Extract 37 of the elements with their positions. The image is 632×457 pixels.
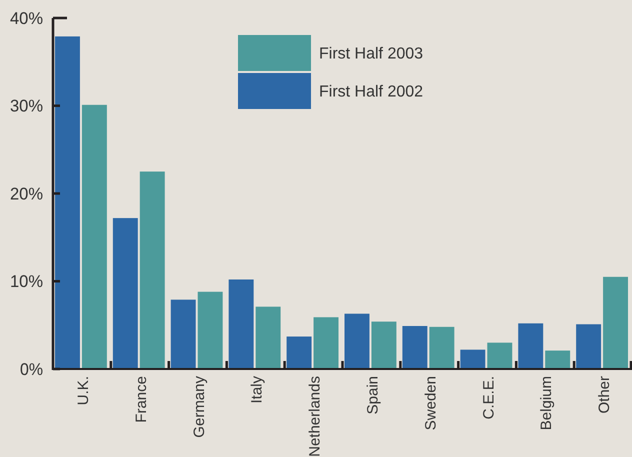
y-tick-label: 0%: [20, 360, 45, 379]
x-tick-label: Other: [596, 376, 614, 414]
x-tick-label: France: [132, 376, 150, 423]
bar: [256, 306, 281, 369]
bar: [228, 279, 254, 369]
bar: [82, 104, 107, 369]
bar: [140, 172, 165, 369]
bar: [576, 324, 602, 369]
bar: [518, 323, 544, 369]
bar: [198, 292, 223, 369]
x-tick-label: Netherlands: [306, 376, 324, 457]
x-tick-label: C.E.E.: [480, 376, 498, 420]
bar: [371, 322, 396, 369]
y-tick-label: 30%: [10, 96, 44, 116]
bar: [429, 326, 454, 369]
bar: [344, 314, 370, 369]
x-tick-label: Sweden: [422, 376, 440, 430]
bar: [460, 350, 486, 369]
bar: [286, 336, 312, 369]
bar: [545, 350, 570, 369]
bar: [603, 276, 628, 369]
bar: [170, 300, 196, 369]
y-tick-label: 40%: [10, 8, 44, 28]
x-tick-label: Spain: [364, 376, 382, 414]
y-tick-label: 20%: [10, 184, 44, 204]
x-tick-label: Italy: [248, 376, 266, 404]
bar: [55, 36, 80, 369]
bar: [487, 342, 512, 369]
x-tick-label: Belgium: [538, 376, 556, 430]
y-tick-label: 10%: [10, 272, 44, 292]
bar: [314, 317, 338, 369]
bar: [402, 326, 428, 369]
x-tick-label: Germany: [190, 376, 208, 438]
legend-label: First Half 2002: [319, 84, 424, 101]
x-tick-label: U.K.: [74, 376, 92, 406]
legend-label: First Half 2003: [319, 46, 424, 63]
bar: [112, 218, 138, 369]
